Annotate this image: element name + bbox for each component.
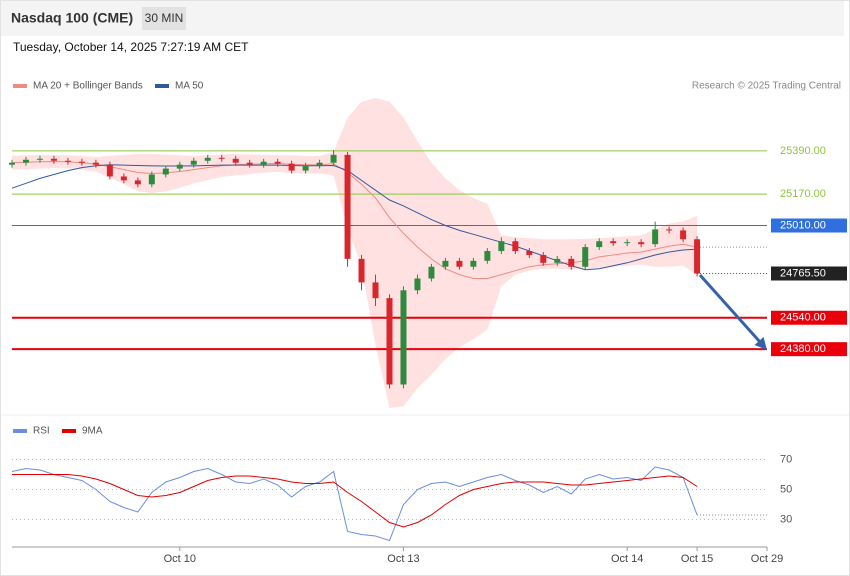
interval-badge (142, 7, 186, 30)
last-price-label: 24765.50 (780, 267, 826, 279)
candle-body (330, 154, 337, 163)
legend-label: MA 50 (175, 81, 204, 92)
candle-body (680, 230, 687, 240)
candle-body (484, 251, 491, 261)
interval: 30 MIN (145, 11, 184, 25)
candle-body (9, 162, 15, 165)
candle-body (512, 241, 519, 252)
copyright: Research © 2025 Trading Central (692, 81, 841, 92)
candle-body (274, 161, 281, 164)
candle-body (246, 162, 253, 165)
candle-body (540, 254, 547, 263)
candle-body (50, 158, 57, 161)
candle-body (232, 158, 239, 163)
candle-body (78, 161, 85, 163)
level-label-box (771, 310, 847, 325)
candle-body (442, 260, 449, 267)
candle-body (372, 282, 379, 299)
forecast-arrow (698, 273, 762, 344)
legend-swatch (13, 84, 27, 88)
level-label: 24380.00 (780, 343, 826, 355)
candle-body (568, 258, 575, 267)
candle-body (582, 247, 589, 267)
last-price-box (771, 266, 847, 281)
candle-body (176, 164, 183, 169)
x-tick-label: Oct 13 (387, 553, 419, 565)
level-label: 25390.00 (780, 145, 826, 157)
level-label: 25170.00 (780, 188, 826, 200)
ma-line (11, 164, 698, 271)
candle-body (358, 258, 365, 283)
forecast-arrowhead (754, 337, 767, 350)
candle-body (610, 241, 617, 244)
legend-label: RSI (33, 426, 50, 437)
candle-body (652, 229, 659, 245)
title: Nasdaq 100 (CME) (11, 10, 133, 26)
rsi-line (11, 466, 698, 542)
candle-body (554, 258, 561, 263)
level-label-box (771, 218, 847, 233)
candle-body (162, 168, 169, 175)
candle-body (302, 165, 309, 171)
legend-swatch (155, 84, 169, 88)
rsi-tick-label: 30 (780, 513, 792, 525)
candle-body (624, 242, 631, 244)
candle-body (36, 158, 43, 160)
candle-body (64, 160, 71, 162)
candle-body (414, 278, 421, 291)
candle-body (134, 180, 141, 185)
candle-body (470, 260, 477, 267)
candle-body (400, 290, 407, 385)
candle-body (638, 242, 645, 245)
candle-body (190, 160, 197, 165)
level-label-box (771, 342, 847, 357)
x-tick-label: Oct 10 (164, 553, 196, 565)
candle-body (428, 266, 435, 279)
candle-body (694, 239, 701, 274)
candle-body (498, 241, 505, 252)
candle-body (596, 241, 603, 248)
candle-body (218, 157, 225, 159)
legend-label: 9MA (82, 426, 103, 437)
candle-body (260, 161, 267, 165)
candle-body (22, 159, 29, 163)
x-tick-label: Oct 29 (751, 553, 783, 565)
legend-swatch (62, 429, 76, 433)
timestamp: Tuesday, October 14, 2025 7:27:19 AM CET (13, 40, 249, 54)
x-tick-label: Oct 15 (681, 553, 713, 565)
legend-swatch (13, 429, 27, 433)
candle-body (666, 229, 673, 231)
candle-body (344, 154, 351, 259)
candle-body (148, 174, 155, 185)
rsi-tick-label: 70 (780, 453, 792, 465)
candle-body (316, 162, 323, 166)
candle-body (456, 260, 463, 267)
bollinger-band (12, 97, 698, 409)
candle-body (204, 157, 211, 161)
x-tick-label: Oct 14 (611, 553, 643, 565)
legend-label: MA 20 + Bollinger Bands (33, 81, 143, 92)
rsi-line (12, 474, 698, 528)
candle-body (288, 163, 295, 171)
header-bar (1, 1, 844, 36)
candle-body (526, 251, 533, 255)
plot: 25390.00 25170.00 25010.00 24540.00 24380.00… (9, 81, 847, 565)
candle-body (92, 162, 99, 165)
candle-body (106, 164, 113, 177)
candle-body (386, 298, 393, 385)
rsi-tick-label: 50 (780, 483, 792, 495)
level-label: 24540.00 (780, 312, 826, 324)
candle-body (120, 176, 127, 181)
level-label: 25010.00 (780, 219, 826, 231)
